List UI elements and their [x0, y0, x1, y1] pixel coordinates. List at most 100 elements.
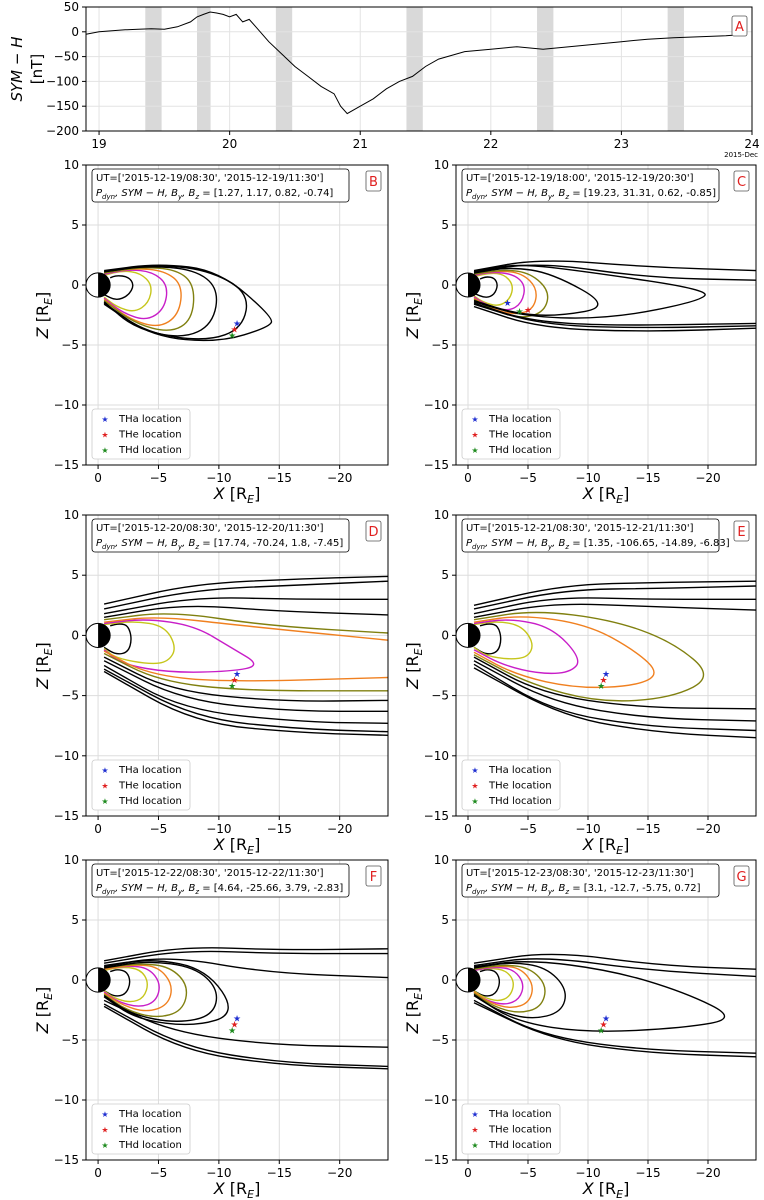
y-axis-label: Z [RE]	[33, 292, 55, 340]
params-part: dyn	[102, 888, 115, 896]
legend-star: ★	[101, 415, 108, 424]
legend-star: ★	[471, 1110, 478, 1119]
x-tick-label: 23	[614, 137, 629, 151]
x-axis-label: X [RE]	[582, 835, 630, 857]
x-axis-unit-sub: E	[616, 844, 623, 857]
y-axis-unit-sub: E	[412, 648, 425, 655]
ut-label: UT=['2015-12-23/08:30', '2015-12-23/11:3…	[466, 868, 694, 879]
y-tick-label: −150	[46, 99, 79, 113]
params-part: = [17.74, -70.24, 1.8, -7.45]	[199, 538, 343, 549]
y-tick-label: −15	[54, 458, 79, 472]
spacecraft-star-1: ★	[600, 676, 608, 686]
field-line	[103, 652, 388, 692]
field-line	[103, 265, 248, 340]
params-part: y	[177, 543, 183, 551]
ut-label: UT=['2015-12-19/08:30', '2015-12-19/11:3…	[96, 173, 324, 184]
spacecraft-star-1: ★	[524, 306, 532, 316]
field-line	[103, 656, 388, 702]
panel-c: 0 −5 −10 −15 −201050−5−10−15★★★UT=['2015-12-…	[403, 158, 757, 506]
field-line	[103, 267, 195, 331]
params-part: y	[177, 888, 183, 896]
params-part: = [1.27, 1.17, 0.82, -0.74]	[199, 188, 333, 199]
y-tick-label: 50	[64, 0, 79, 14]
panel-frame	[455, 514, 757, 817]
info-box-frame	[461, 168, 720, 203]
spacecraft-star-1: ★	[231, 1020, 239, 1030]
panel-label-box	[365, 520, 382, 542]
y-axis-var: Z	[403, 326, 422, 339]
field-line	[103, 580, 388, 610]
y-tick-label: 10	[64, 853, 79, 867]
panel-frame	[85, 164, 389, 466]
x-tick-label: 0	[464, 822, 472, 836]
x-tick-label: −5	[519, 471, 537, 485]
params-part: P	[466, 538, 473, 549]
params-part: , SYM − H, B	[115, 188, 178, 199]
spacecraft-star-2: ★	[228, 1026, 236, 1036]
params-part: , SYM − H, B	[485, 188, 548, 199]
field-line	[473, 303, 756, 329]
legend-entry: THa location	[488, 765, 552, 776]
panel-g: 0 −5 −10 −15 −201050−5−10−15★★★UT=['2015-12-…	[403, 853, 757, 1200]
info-box: UT=['2015-12-22/08:30', '2015-12-22/11:3…	[91, 863, 350, 898]
spacecraft-star-1: ★	[231, 325, 239, 335]
x-axis-unit-close: ]	[254, 835, 260, 854]
x-axis-unit: [R	[225, 1179, 247, 1198]
legend-entry: THd location	[118, 1140, 182, 1151]
shaded-interval	[406, 7, 423, 131]
field-line	[473, 619, 579, 675]
field-line	[103, 1003, 388, 1068]
info-box-frame	[91, 863, 350, 898]
params-part: z	[194, 193, 199, 201]
earth-nightside	[98, 272, 111, 298]
y-axis-unit-sub: E	[42, 298, 55, 305]
y-axis-unit-sub: E	[42, 993, 55, 1000]
panel-label: D	[368, 525, 378, 540]
y-axis-unit-close: ]	[33, 292, 52, 298]
field-line	[473, 667, 756, 739]
y-tick-label: −15	[424, 458, 449, 472]
y-axis-label: Z [RE]	[33, 642, 55, 690]
x-axis-var: X	[213, 835, 226, 854]
x-tick-label: 0	[94, 1166, 102, 1180]
info-box-frame	[91, 518, 350, 553]
params-part: P	[466, 188, 473, 199]
y-tick-label: 0	[441, 973, 449, 987]
x-axis-unit-sub: E	[247, 1188, 254, 1200]
shaded-interval	[275, 7, 293, 131]
x-tick-label: −10	[206, 822, 231, 836]
y-tick-label: −100	[46, 74, 79, 88]
params-part: z	[564, 543, 569, 551]
x-tick-label: −20	[695, 822, 720, 836]
field-line	[103, 963, 188, 1018]
y-axis-label: Z [RE]	[403, 642, 425, 690]
y-tick-label: −10	[424, 749, 449, 763]
params-part: y	[547, 888, 553, 896]
field-line	[473, 616, 655, 689]
x-axis-unit: [R	[225, 835, 247, 854]
y-axis-unit: [R	[403, 655, 422, 677]
params-part: , B	[552, 538, 565, 549]
y-tick-label: −10	[54, 749, 79, 763]
y-tick-label: 10	[434, 158, 449, 172]
legend-star: ★	[471, 431, 478, 440]
x-axis-var: X	[582, 835, 595, 854]
params-part: = [19.23, 31.31, 0.62, -0.85]	[569, 188, 716, 199]
legend-entry: THd location	[488, 445, 552, 456]
spacecraft-star-0: ★	[233, 670, 241, 680]
y-tick-label: −15	[54, 1153, 79, 1167]
legend: ★ THa location ★ THe location ★ THd location	[461, 1103, 561, 1155]
field-line	[103, 958, 388, 979]
x-tick-label: −10	[206, 1166, 231, 1180]
y-tick-label: −200	[46, 124, 79, 138]
y-tick-label: −5	[61, 689, 79, 703]
y-axis-label: Z [RE]	[403, 987, 425, 1035]
y-axis-label: Z [RE]	[403, 292, 425, 340]
x-axis-unit-sub: E	[247, 493, 254, 506]
panel-label: E	[737, 525, 745, 540]
y-tick-label: −15	[424, 1153, 449, 1167]
y-tick-label: 5	[441, 913, 449, 927]
y-axis-unit-sub: E	[412, 298, 425, 305]
legend-frame	[91, 408, 191, 460]
